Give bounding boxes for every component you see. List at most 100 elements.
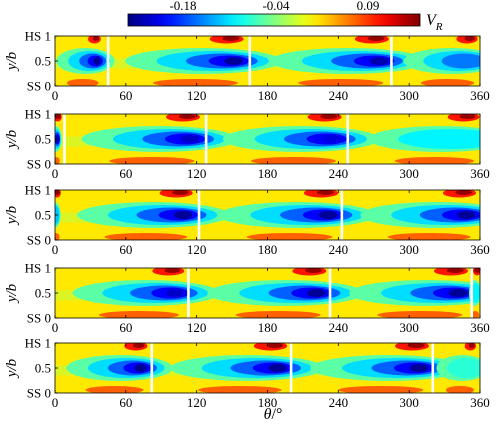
- panel-field: [55, 190, 480, 240]
- hub-side-peak: [266, 343, 284, 348]
- suction-side-high-region: [445, 386, 475, 393]
- y-tick-label: HS 1: [25, 183, 51, 198]
- suction-side-high-region: [198, 386, 282, 393]
- suction-side-high-region: [394, 157, 475, 164]
- hub-side-peak: [455, 190, 472, 195]
- low-velocity-core-contour: [457, 211, 476, 219]
- low-velocity-core-contour: [461, 135, 479, 143]
- suction-side-high-region: [66, 79, 99, 86]
- y-axis-title: y/b: [4, 129, 20, 150]
- colorbar: -0.18 -0.04 0.09 VR: [127, 0, 443, 33]
- colorbar-tick-label-2: -0.04: [262, 0, 290, 13]
- x-tick-label: 300: [399, 320, 419, 335]
- x-tick-label: 360: [470, 395, 490, 410]
- y-tick-label: HS 1: [25, 261, 51, 276]
- hub-side-peak: [222, 36, 240, 41]
- hub-side-peak: [407, 343, 425, 348]
- y-axis-title: y/b: [4, 283, 20, 304]
- hub-side-peak: [367, 36, 385, 41]
- suction-side-high-region: [377, 311, 463, 318]
- x-axis-title-unit: /°: [272, 406, 283, 423]
- x-tick-label: 60: [119, 166, 132, 181]
- hub-side-peak: [320, 114, 338, 119]
- colorbar-gradient: [127, 13, 421, 27]
- x-tick-label: 360: [470, 320, 490, 335]
- x-tick-label: 360: [470, 166, 490, 181]
- low-velocity-core-contour: [180, 135, 200, 143]
- y-tick-label: 0.5: [35, 54, 51, 69]
- y-axis-title: y/b: [4, 51, 20, 72]
- x-tick-label: 120: [187, 166, 207, 181]
- colorbar-tick-label-3: 0.09: [357, 0, 380, 13]
- panel-field: [55, 114, 480, 164]
- x-tick-label: 240: [329, 166, 349, 181]
- x-tick-label: 180: [258, 320, 278, 335]
- suction-side-high-region: [152, 79, 238, 86]
- y-tick-label: SS 0: [27, 311, 51, 326]
- x-tick-label: 180: [258, 242, 278, 257]
- low-velocity-core-contour: [307, 289, 326, 297]
- x-tick-label: 240: [329, 88, 349, 103]
- y-tick-label: 0.5: [35, 361, 51, 376]
- low-velocity-core-contour: [369, 57, 389, 65]
- suction-side-high-region: [98, 311, 179, 318]
- low-velocity-core-contour: [469, 364, 476, 372]
- x-tick-label: 60: [119, 242, 132, 257]
- low-velocity-core-contour: [224, 57, 244, 65]
- hub-side-peak: [446, 268, 464, 273]
- panel-field: [55, 36, 480, 86]
- low-velocity-core-contour: [322, 135, 342, 143]
- x-tick-label: 0: [52, 166, 59, 181]
- low-velocity-core-contour: [318, 211, 338, 219]
- y-tick-label: HS 1: [25, 29, 51, 44]
- low-velocity-core-contour: [166, 289, 184, 297]
- x-tick-label: 120: [187, 242, 207, 257]
- x-tick-label: 240: [329, 395, 349, 410]
- x-tick-label: 360: [470, 88, 490, 103]
- low-velocity-core-contour: [448, 289, 468, 297]
- x-tick-label: 60: [119, 320, 132, 335]
- low-velocity-core-contour: [174, 211, 193, 219]
- y-tick-label: SS 0: [27, 386, 51, 401]
- low-velocity-core-contour: [93, 57, 101, 65]
- suction-side-high-region: [338, 386, 424, 393]
- y-tick-label: SS 0: [27, 157, 51, 172]
- suction-side-high-region: [85, 386, 144, 393]
- panel-4: 0 60 120 180 240 300 360 SS 0 0.5 HS 1 y/b: [4, 261, 490, 336]
- x-tick-label: 300: [399, 166, 419, 181]
- hub-side-peak: [316, 190, 334, 195]
- panel-field: [55, 268, 480, 318]
- x-tick-label: 180: [258, 395, 278, 410]
- suction-side-high-region: [471, 311, 480, 318]
- suction-side-high-region: [109, 157, 195, 164]
- hub-side-peak: [459, 114, 476, 119]
- x-tick-label: 60: [119, 395, 132, 410]
- x-tick-label: 120: [187, 320, 207, 335]
- hub-side-peak: [464, 36, 475, 41]
- hub-side-peak: [132, 343, 145, 348]
- y-tick-label: 0.5: [35, 132, 51, 147]
- hub-side-peak: [172, 190, 189, 195]
- x-axis-title: θ/°: [264, 406, 283, 423]
- colorbar-tick-label-1: -0.18: [169, 0, 196, 13]
- suction-side-high-region: [235, 311, 321, 318]
- hub-side-peak: [92, 36, 100, 41]
- low-velocity-core-contour: [465, 57, 478, 65]
- x-tick-label: 240: [329, 242, 349, 257]
- panel-field: [55, 343, 480, 393]
- y-tick-label: SS 0: [27, 79, 51, 94]
- x-tick-label: 0: [52, 320, 59, 335]
- suction-side-high-region: [420, 79, 475, 86]
- panel-5: 0 60 120 180 240 300 360 SS 0 0.5 HS 1 y/b: [4, 336, 490, 411]
- suction-side-high-region: [246, 233, 333, 240]
- hub-side-peak: [305, 268, 323, 273]
- hub-side-peak: [55, 114, 62, 119]
- x-tick-label: 300: [399, 242, 419, 257]
- x-tick-label: 120: [187, 395, 207, 410]
- suction-side-high-region: [55, 233, 60, 240]
- suction-side-high-region: [298, 79, 384, 86]
- y-tick-label: HS 1: [25, 336, 51, 351]
- x-tick-label: 360: [470, 242, 490, 257]
- colorbar-label: VR: [426, 12, 443, 33]
